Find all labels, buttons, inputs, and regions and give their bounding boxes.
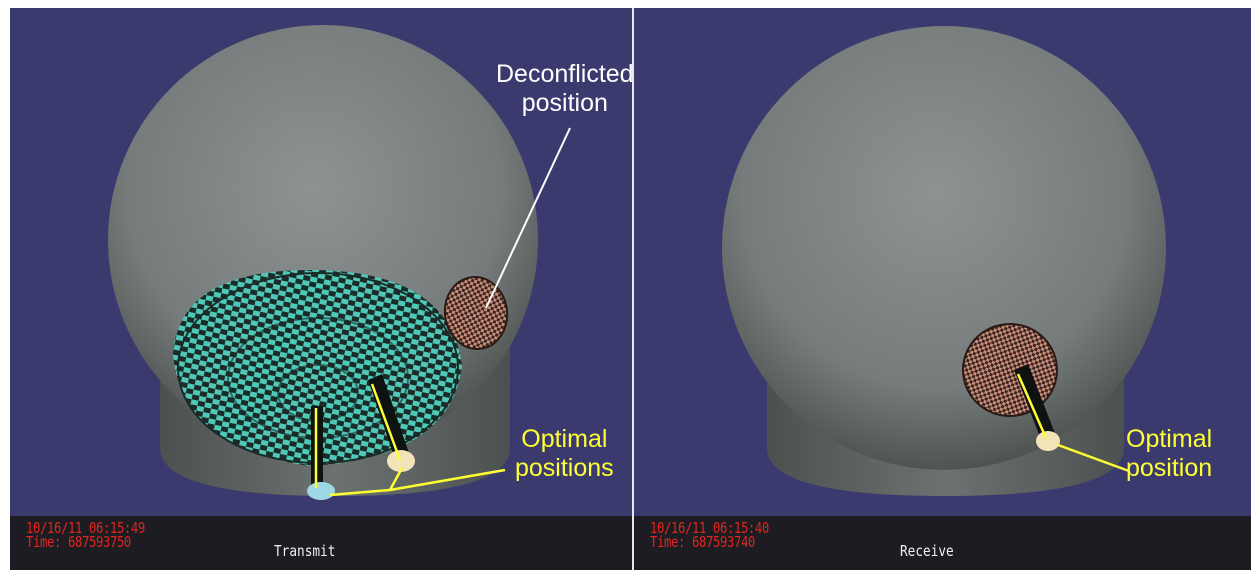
annotation-line: Optimal: [1126, 425, 1213, 453]
optimal-marker-1: [307, 482, 335, 500]
optimal-marker-2: [387, 450, 415, 472]
optimal-marker: [1036, 431, 1060, 451]
annotation-line: Optimal: [521, 425, 608, 453]
feed-post: [1014, 364, 1056, 442]
viewport-divider: [632, 8, 634, 570]
optimal-pointers: [314, 383, 506, 497]
date-stamp: 10/16/11 06:15:40: [650, 519, 769, 537]
status-bar: 10/16/11 06:15:49 Time: 687593750 Transm…: [10, 516, 632, 570]
receive-dish: [962, 323, 1058, 417]
annotation-line: position: [521, 89, 608, 117]
view-label: Receive: [900, 542, 954, 560]
transmit-scene[interactable]: [10, 8, 632, 516]
status-bar: 10/16/11 06:15:40 Time: 687593740 Receiv…: [634, 516, 1251, 570]
receive-scene[interactable]: [634, 8, 1251, 516]
timestamp: 10/16/11 06:15:49 Time: 687593750: [26, 519, 145, 551]
time-stamp: Time: 687593750: [26, 533, 131, 551]
optimal-pointer: [1016, 373, 1130, 473]
time-stamp: Time: 687593740: [650, 533, 755, 551]
timestamp: 10/16/11 06:15:40 Time: 687593740: [650, 519, 769, 551]
transmit-viewport[interactable]: Deconflicted position Optimal positions …: [10, 8, 632, 570]
deconflicted-pointer: [485, 127, 571, 309]
receive-viewport[interactable]: Optimal position 10/16/11 06:15:40 Time:…: [634, 8, 1251, 570]
optimal-positions-annotation: Optimal positions: [515, 425, 614, 483]
feed-post-2: [368, 374, 410, 462]
date-stamp: 10/16/11 06:15:49: [26, 519, 145, 537]
view-label: Transmit: [274, 542, 336, 560]
optimal-position-annotation: Optimal position: [1126, 425, 1212, 483]
deconflicted-position-annotation: Deconflicted position: [496, 60, 632, 118]
annotation-line: Deconflicted: [496, 60, 632, 88]
radome-sphere: [722, 26, 1166, 470]
annotation-line: position: [1126, 454, 1213, 482]
annotation-line: positions: [515, 454, 614, 482]
